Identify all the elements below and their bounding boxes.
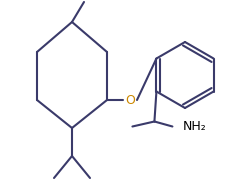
Text: NH₂: NH₂ [183, 120, 206, 133]
Text: O: O [125, 93, 135, 107]
